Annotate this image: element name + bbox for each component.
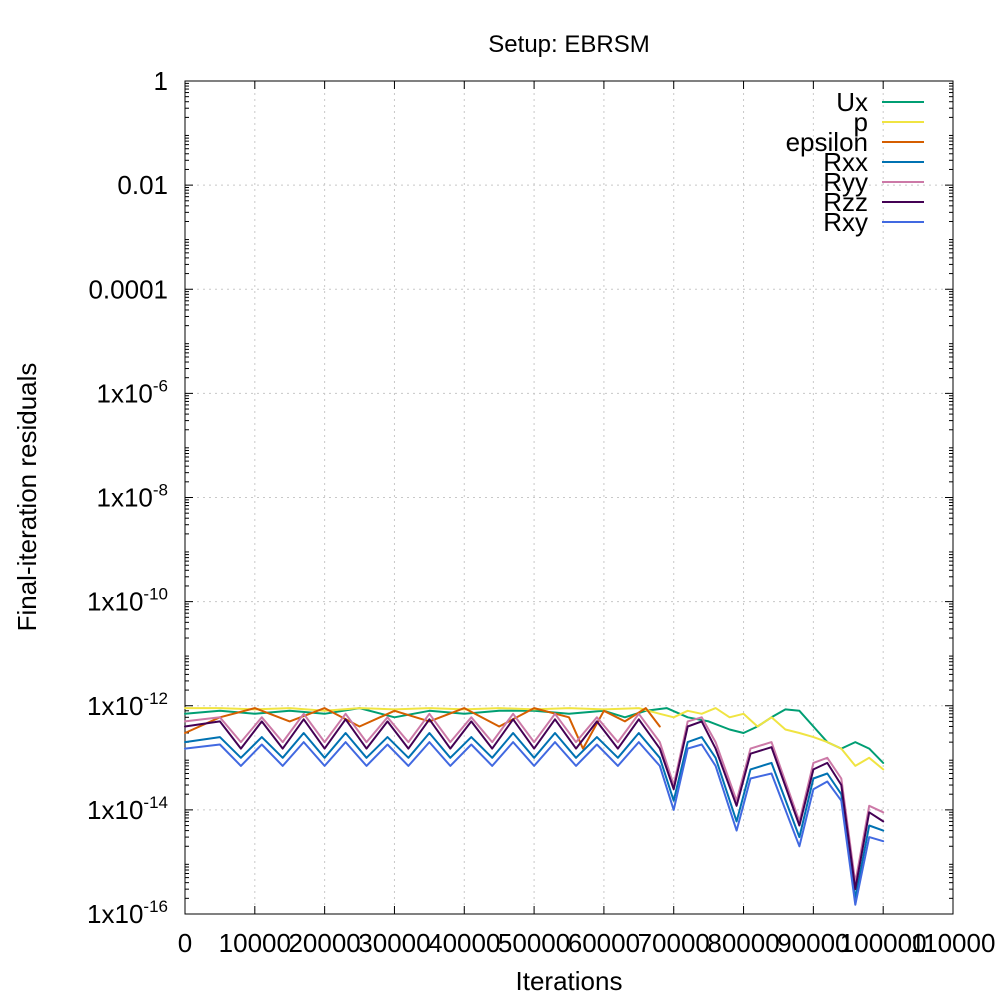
legend-label: Rzz — [823, 187, 868, 217]
y-tick-label: 1x10-6 — [96, 376, 168, 408]
legend-label: Ryy — [823, 167, 868, 197]
y-tick-base: 1x10 — [96, 483, 152, 513]
y-tick-exponent: -10 — [143, 585, 168, 604]
y-tick-label: 1x10-8 — [96, 481, 168, 513]
y-tick-label: 0.01 — [117, 170, 168, 200]
x-tick-label: 0 — [178, 928, 192, 958]
x-tick-label: 60000 — [568, 928, 640, 958]
x-tick-label: 20000 — [288, 928, 360, 958]
legend-label: Ux — [836, 87, 868, 117]
series-line-rxx — [184, 732, 885, 900]
y-tick-base: 0.01 — [117, 170, 168, 200]
x-tick-label: 10000 — [219, 928, 291, 958]
x-tick-label: 70000 — [638, 928, 710, 958]
legend-label: Rxy — [823, 207, 868, 237]
y-tick-label: 1x10-16 — [87, 897, 168, 929]
series-line-rzz — [184, 718, 885, 891]
y-tick-base: 1x10 — [87, 899, 143, 929]
x-tick-label: 80000 — [707, 928, 779, 958]
y-axis-label: Final-iteration residuals — [12, 363, 42, 632]
series-line-rxy — [184, 741, 885, 906]
y-tick-exponent: -6 — [153, 376, 168, 395]
y-tick-base: 1 — [154, 66, 168, 96]
legend-label: Rxx — [823, 147, 868, 177]
series-line-p — [184, 707, 885, 771]
y-tick-base: 1x10 — [87, 691, 143, 721]
y-tick-exponent: -8 — [153, 481, 168, 500]
x-tick-label: 40000 — [428, 928, 500, 958]
x-tick-label: 110000 — [911, 928, 996, 958]
x-tick-label: 30000 — [358, 928, 430, 958]
x-tick-label: 100000 — [840, 928, 927, 958]
y-tick-label: 1 — [154, 66, 168, 96]
x-tick-label: 90000 — [777, 928, 849, 958]
chart-title: Setup: EBRSM — [488, 31, 649, 58]
y-tick-exponent: -14 — [143, 793, 168, 812]
series-line-epsilon — [184, 707, 661, 750]
axis-ticks: 0 100002000030000400005000060000700008000… — [87, 66, 995, 958]
y-tick-base: 1x10 — [87, 795, 143, 825]
y-tick-label: 1x10-12 — [87, 689, 168, 721]
y-tick-label: 1x10-10 — [87, 585, 168, 617]
legend-label: p — [854, 107, 868, 137]
x-axis-label: Iterations — [516, 966, 623, 996]
y-tick-base: 1x10 — [87, 587, 143, 617]
y-tick-exponent: -12 — [143, 689, 168, 708]
y-tick-label: 0.0001 — [88, 274, 168, 304]
data-series — [184, 707, 885, 906]
y-tick-exponent: -16 — [143, 897, 168, 916]
legend-label: epsilon — [786, 127, 868, 157]
y-tick-base: 0.0001 — [88, 274, 168, 304]
y-tick-base: 1x10 — [96, 378, 152, 408]
y-tick-label: 1x10-14 — [87, 793, 168, 825]
x-tick-label: 50000 — [498, 928, 570, 958]
